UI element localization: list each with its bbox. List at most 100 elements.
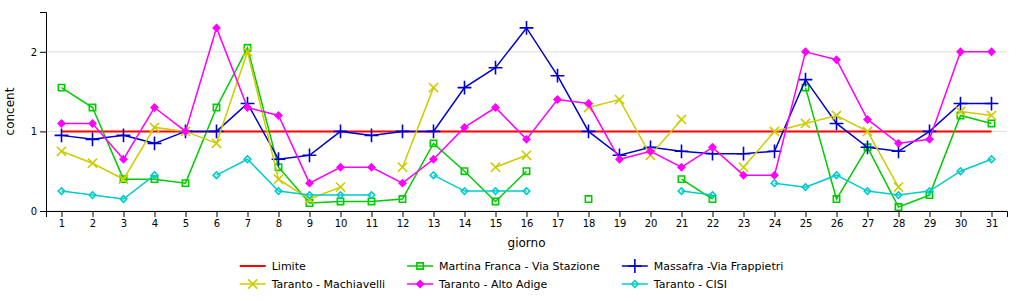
- series: [58, 25, 995, 187]
- point: [274, 175, 283, 184]
- legend-marker: [248, 279, 257, 288]
- point: [368, 192, 375, 199]
- point: [303, 148, 317, 162]
- x-tick: 21: [676, 211, 689, 229]
- point: [956, 107, 965, 116]
- x-tick: 30: [955, 211, 968, 229]
- point: [677, 115, 686, 124]
- x-tick-label: 15: [490, 218, 503, 229]
- legend-label: Taranto - CISI: [653, 278, 727, 291]
- point: [306, 192, 313, 199]
- series-line: [62, 48, 992, 207]
- point: [801, 119, 810, 128]
- point: [985, 97, 999, 111]
- x-tick-label: 5: [183, 218, 189, 229]
- x-tick-mark: [403, 211, 404, 217]
- x-tick-label: 19: [614, 218, 627, 229]
- x-tick-label: 7: [245, 218, 251, 229]
- point: [799, 73, 813, 87]
- x-tick-mark: [620, 211, 621, 217]
- series: [57, 47, 996, 203]
- point: [709, 192, 716, 199]
- point: [244, 104, 251, 111]
- x-tick: 6: [214, 211, 220, 229]
- x-tick-label: 16: [521, 218, 534, 229]
- series-line: [62, 52, 992, 199]
- x-tick: 1: [59, 211, 65, 229]
- legend-swatch: [240, 265, 266, 267]
- point: [151, 104, 158, 111]
- legend-marker: [417, 281, 424, 288]
- x-tick: 28: [893, 211, 906, 229]
- point: [150, 123, 159, 132]
- point: [336, 183, 345, 192]
- x-tick-mark: [186, 211, 187, 217]
- x-tick-mark: [496, 211, 497, 217]
- point: [585, 100, 592, 107]
- point: [337, 192, 344, 199]
- point: [740, 172, 747, 179]
- point: [429, 83, 438, 92]
- x-tick-label: 11: [366, 218, 379, 229]
- point: [737, 147, 751, 161]
- y-tick: 0: [31, 206, 46, 217]
- series-line: [62, 28, 992, 183]
- x-tick-label: 25: [800, 218, 813, 229]
- x-tick-label: 23: [738, 218, 751, 229]
- x-tick-label: 3: [121, 218, 127, 229]
- point: [243, 47, 252, 56]
- x-tick: 29: [924, 211, 937, 229]
- point: [491, 163, 500, 172]
- y-tick-mark: [40, 52, 46, 53]
- x-tick: 19: [614, 211, 627, 229]
- x-tick-label: 28: [893, 218, 906, 229]
- point: [120, 196, 127, 203]
- legend-item: Taranto - Alto Adige: [407, 278, 547, 291]
- point: [151, 172, 158, 179]
- x-tick: 25: [800, 211, 813, 229]
- point: [895, 204, 901, 210]
- point: [399, 196, 405, 202]
- legend-marker: [628, 259, 642, 273]
- point: [306, 180, 313, 187]
- point: [334, 125, 348, 139]
- point: [89, 192, 96, 199]
- x-tick-label: 10: [335, 218, 348, 229]
- point: [461, 188, 468, 195]
- point: [182, 180, 188, 186]
- x-tick-label: 29: [924, 218, 937, 229]
- point: [117, 128, 131, 142]
- point: [833, 196, 839, 202]
- x-tick-mark: [868, 211, 869, 217]
- point: [89, 104, 95, 110]
- y-tick: 2: [31, 47, 46, 58]
- point: [492, 104, 499, 111]
- x-tick-mark: [62, 211, 63, 217]
- x-tick-label: 14: [459, 218, 472, 229]
- point: [551, 69, 565, 83]
- point: [458, 81, 472, 95]
- point: [926, 188, 933, 195]
- point: [58, 188, 65, 195]
- x-tick-mark: [465, 211, 466, 217]
- legend-swatch: [622, 283, 648, 285]
- x-tick-label: 22: [707, 218, 720, 229]
- point: [57, 147, 66, 156]
- point: [212, 139, 221, 148]
- x-tick: 9: [307, 211, 313, 229]
- x-tick: 5: [183, 211, 189, 229]
- point: [89, 120, 96, 127]
- legend-label: Taranto - Machiavelli: [271, 278, 385, 291]
- point: [427, 125, 441, 139]
- x-tick: 11: [366, 211, 379, 229]
- point: [86, 132, 100, 146]
- point: [523, 168, 529, 174]
- y-axis-title: concent: [3, 87, 17, 135]
- point: [678, 188, 685, 195]
- point: [894, 183, 903, 192]
- legend-item: Limite: [240, 260, 306, 273]
- x-tick-mark: [589, 211, 590, 217]
- x-tick-mark: [713, 211, 714, 217]
- point: [833, 56, 840, 63]
- point: [988, 156, 995, 163]
